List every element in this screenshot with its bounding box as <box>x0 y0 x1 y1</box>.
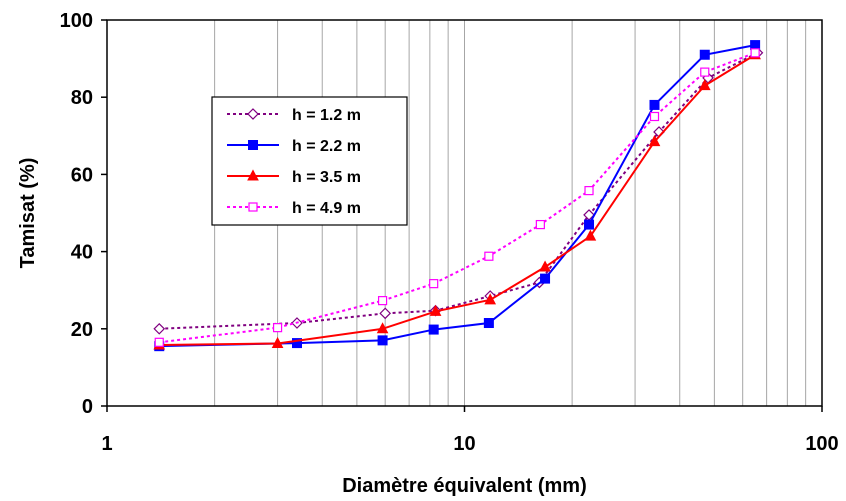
legend-label: h = 4.9 m <box>292 200 361 217</box>
y-tick-label: 20 <box>71 319 93 341</box>
data-point <box>429 304 442 316</box>
data-point <box>483 318 494 329</box>
legend-label: h = 2.2 m <box>292 138 361 155</box>
data-point <box>539 260 551 272</box>
x-axis-title: Diamètre équivalent (mm) <box>342 475 587 497</box>
data-point <box>248 140 258 150</box>
data-point <box>271 336 284 348</box>
data-point <box>700 67 710 77</box>
data-point <box>376 322 389 334</box>
data-point <box>649 99 660 110</box>
data-point <box>698 79 711 91</box>
data-point <box>248 202 258 212</box>
data-point <box>377 296 388 306</box>
grid <box>214 20 807 406</box>
data-point <box>584 186 594 196</box>
series-line <box>159 44 756 348</box>
legend: h = 1.2 m h = 2.2 m h = 3.5 m h = 4.9 m <box>211 96 408 226</box>
axis-ticks: 0 20 40 60 80 100 1 10 100 <box>60 10 839 455</box>
y-axis-title: Tamisat (%) <box>17 158 39 269</box>
data-point <box>584 219 595 230</box>
data-point <box>428 324 439 335</box>
data-point <box>535 219 545 230</box>
data-point <box>247 169 259 181</box>
data-point <box>584 229 597 241</box>
data-point <box>649 111 660 122</box>
data-point <box>750 48 760 58</box>
y-tick-label: 0 <box>82 396 93 418</box>
legend-label: h = 3.5 m <box>292 169 361 186</box>
x-tick-label: 10 <box>453 433 475 455</box>
y-tick-label: 80 <box>71 87 93 109</box>
y-tick-label: 60 <box>71 164 93 186</box>
series-h-4-9-m <box>154 48 760 347</box>
data-point <box>154 337 164 347</box>
y-tick-label: 100 <box>60 10 93 32</box>
series-line <box>159 51 756 344</box>
series-h-2-2-m <box>154 40 761 352</box>
legend-box <box>211 96 408 226</box>
legend-label: h = 1.2 m <box>292 107 361 124</box>
y-tick-label: 40 <box>71 242 93 264</box>
data-point <box>648 135 661 147</box>
data-point <box>540 273 551 284</box>
data-point <box>484 251 494 261</box>
series-line <box>159 53 756 347</box>
data-point <box>429 279 439 289</box>
x-tick-label: 100 <box>805 433 838 455</box>
series-line <box>159 51 758 330</box>
data-point <box>272 323 283 333</box>
data-point <box>379 307 392 320</box>
data-point <box>377 335 388 346</box>
data-point <box>699 49 710 60</box>
data-point <box>292 338 303 349</box>
data-point <box>153 322 166 335</box>
series-group <box>153 40 764 352</box>
data-point <box>484 293 497 305</box>
data-point <box>247 108 259 120</box>
x-tick-label: 1 <box>101 433 112 455</box>
